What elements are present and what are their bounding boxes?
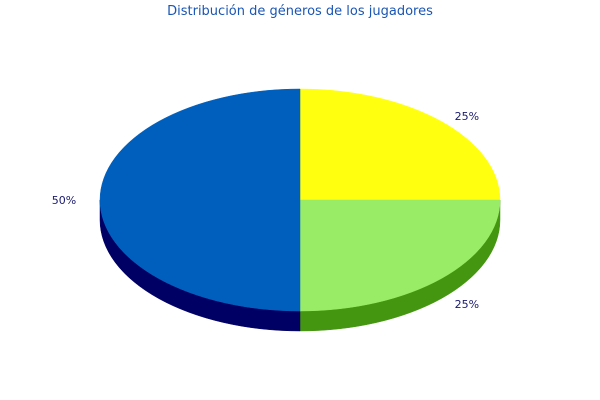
pie-slice-label-2: 50% [52, 194, 76, 207]
pie-slice-2 [99, 88, 301, 312]
pie-slice-1 [299, 199, 501, 312]
pie-slice-label-0: 25% [455, 110, 479, 123]
pie-slice-label-1: 25% [455, 298, 479, 311]
pie-slice-0 [299, 88, 501, 201]
chart-title: Distribución de géneros de los jugadores [167, 4, 433, 19]
